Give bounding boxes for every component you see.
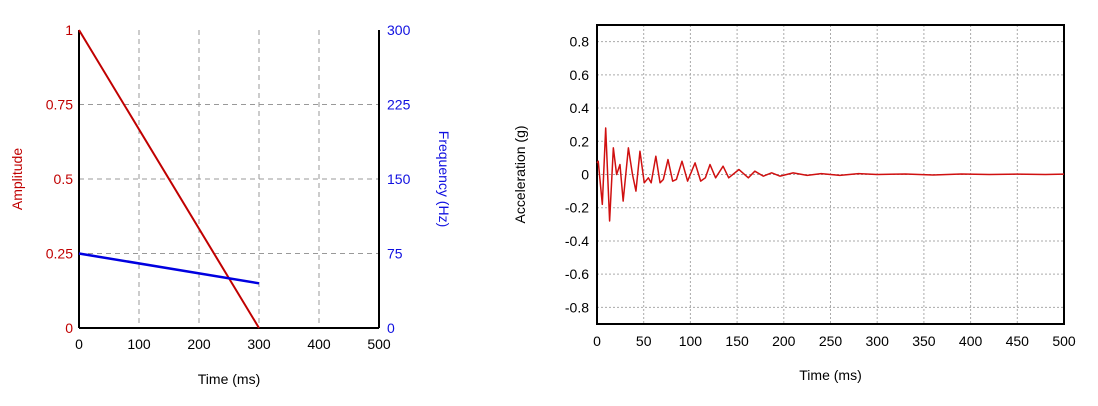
x-tick-label: 500 bbox=[1052, 333, 1076, 349]
x-tick-label: 450 bbox=[1006, 333, 1030, 349]
y-tick-label: 0 bbox=[65, 320, 73, 336]
x-tick-label: 200 bbox=[187, 336, 211, 352]
acceleration-line bbox=[596, 127, 1065, 222]
x-tick-label: 400 bbox=[307, 336, 331, 352]
x-axis-label: Time (ms) bbox=[799, 367, 861, 383]
x-tick-label: 50 bbox=[636, 333, 652, 349]
y-tick-label: -0.6 bbox=[565, 266, 589, 282]
y-tick-label: 0.5 bbox=[54, 171, 74, 187]
y2-tick-label: 300 bbox=[387, 22, 411, 38]
x-tick-label: 0 bbox=[75, 336, 83, 352]
y2-axis-label: Frequency (Hz) bbox=[436, 131, 452, 227]
y-axis-label: Amplitude bbox=[9, 148, 25, 210]
x-tick-label: 200 bbox=[772, 333, 796, 349]
y2-tick-label: 225 bbox=[387, 97, 411, 113]
y-tick-label: 0.4 bbox=[570, 100, 590, 116]
x-tick-label: 100 bbox=[679, 333, 703, 349]
x-tick-label: 400 bbox=[959, 333, 983, 349]
x-tick-label: 300 bbox=[247, 336, 271, 352]
y-tick-label: 1 bbox=[65, 22, 73, 38]
x-tick-label: 350 bbox=[912, 333, 936, 349]
x-tick-label: 0 bbox=[593, 333, 601, 349]
y-tick-label: 0.6 bbox=[570, 67, 590, 83]
x-tick-label: 100 bbox=[127, 336, 151, 352]
y-tick-label: 0.2 bbox=[570, 133, 590, 149]
y-tick-label: -0.8 bbox=[565, 299, 589, 315]
y-tick-label: 0 bbox=[581, 167, 589, 183]
y-tick-label: 0.75 bbox=[46, 97, 73, 113]
x-tick-label: 500 bbox=[367, 336, 391, 352]
y-axis-label: Acceleration (g) bbox=[512, 125, 528, 223]
x-tick-label: 150 bbox=[725, 333, 749, 349]
y2-tick-label: 150 bbox=[387, 171, 411, 187]
x-tick-label: 300 bbox=[866, 333, 890, 349]
frequency-line bbox=[78, 252, 260, 285]
y-tick-label: -0.4 bbox=[565, 233, 589, 249]
x-axis-label: Time (ms) bbox=[198, 371, 260, 387]
y-tick-label: 0.25 bbox=[46, 246, 73, 262]
y-tick-label: 0.8 bbox=[570, 34, 590, 50]
y2-tick-label: 75 bbox=[387, 246, 403, 262]
y-tick-label: -0.2 bbox=[565, 200, 589, 216]
x-tick-label: 250 bbox=[819, 333, 843, 349]
y2-tick-label: 0 bbox=[387, 320, 395, 336]
